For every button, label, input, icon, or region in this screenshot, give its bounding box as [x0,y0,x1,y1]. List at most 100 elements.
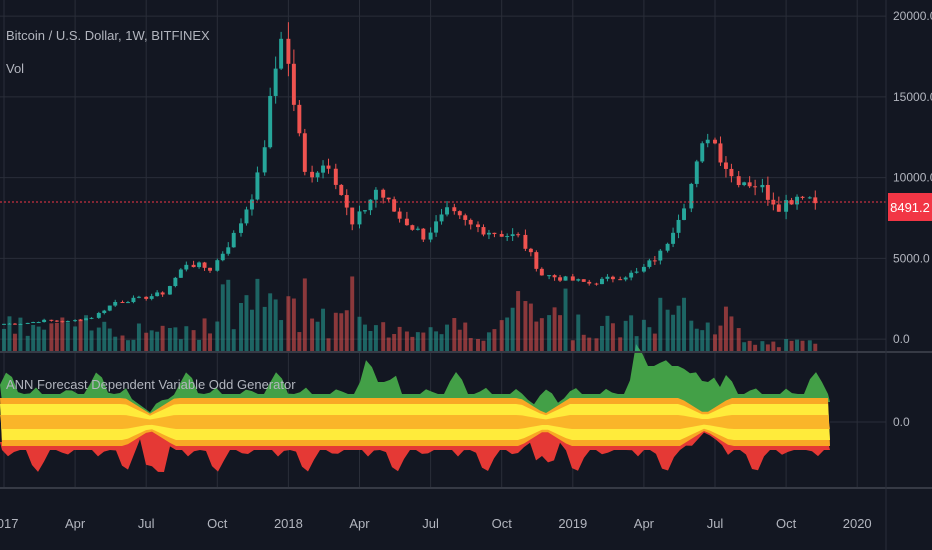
volume-bar [60,317,65,352]
candle-body [499,234,504,237]
volume-bar [647,327,652,352]
volume-bar [605,315,610,352]
candle-body [647,260,652,267]
volume-bar [689,320,694,352]
volume-bar [505,317,510,352]
symbol-title[interactable]: Bitcoin / U.S. Dollar, 1W, BITFINEX [6,28,210,43]
volume-bar [386,337,391,352]
candle-body [700,143,705,162]
volume-legend[interactable]: Vol [6,61,24,76]
volume-bar [297,332,302,352]
volume-bar [499,320,504,352]
volume-bar [468,338,473,352]
volume-bar [539,318,544,352]
volume-bar [570,340,575,352]
volume-bars [2,276,818,352]
volume-bar [160,325,165,352]
candle-body [795,196,800,205]
volume-bar [392,334,397,352]
candle-body [718,143,723,163]
volume-bar [249,309,254,352]
volume-bar [302,278,307,352]
candle-body [505,236,510,238]
volume-bar [315,321,320,352]
volume-bar [178,339,183,352]
candle-body [618,279,623,281]
candle-body [202,262,207,268]
volume-bar [784,339,789,352]
time-tick-label: Oct [776,516,797,531]
candle-body [273,68,278,96]
volume-bar [202,318,207,352]
volume-bar [12,333,17,352]
price-tick-label: 20000.0 [893,9,932,23]
candle-body [736,176,741,186]
volume-bar [363,324,367,352]
candle-body [558,277,563,281]
candle-body [445,207,449,215]
candle-body [671,232,676,244]
candle-body [486,232,491,235]
volume-bar [795,339,800,352]
time-tick-label: Oct [492,516,513,531]
volume-bar [516,291,521,352]
volume-bar [107,328,112,352]
volume-bar [120,335,125,352]
candle-body [173,277,178,287]
candle-body [658,250,663,261]
volume-bar [523,301,528,352]
volume-bar [144,332,149,352]
price-axis[interactable]: 20000.0 15000.0 10000.0 5000.0 0.0 [893,9,932,346]
candle-body [705,139,710,144]
volume-bar [273,299,278,352]
volume-bar [7,316,12,352]
osc-red-area [0,429,830,472]
volume-bar [167,328,172,352]
candle-body [149,296,154,299]
candle-body [421,228,426,240]
candle-body [344,195,349,208]
candle-body [641,266,646,272]
volume-bar [244,295,249,352]
time-axis[interactable]: 2017 Apr Jul Oct 2018 Apr Jul Oct 2019 Apr Jul Oct 2… [0,516,872,531]
candle-body [326,165,331,169]
candle-body [723,162,728,169]
volume-bar [682,297,686,352]
volume-bar [558,315,563,352]
candle-body [581,279,586,282]
price-tick-label: 0.0 [893,332,910,346]
candle-body [665,243,670,251]
candle-body [742,182,747,186]
volume-bar [197,339,202,352]
volume-bar [415,332,420,352]
osc-green-area [0,344,830,415]
volume-bar [492,329,497,352]
candlestick-series [2,22,818,325]
volume-bar [279,320,284,352]
candle-body [120,301,125,303]
time-tick-label: Jul [422,516,439,531]
candle-body [610,276,615,280]
volume-bar [753,344,758,352]
candle-body [255,172,260,200]
volume-bar [155,331,160,352]
candle-body [623,277,628,280]
volume-bar [78,318,83,352]
candle-body [126,302,130,304]
volume-bar [42,329,47,352]
time-tick-label: Apr [65,516,86,531]
volume-bar [587,337,592,352]
volume-bar [534,321,539,352]
candle-body [428,232,433,240]
candle-body [357,211,362,225]
volume-bar [629,315,634,352]
volume-bar [286,296,291,352]
volume-bar [381,322,386,352]
volume-bar [36,326,41,352]
volume-bar [760,341,765,352]
indicator-legend[interactable]: ANN Forecast Dependent Variable Odd Gene… [6,377,296,392]
candle-body [191,264,196,268]
volume-bar [771,341,776,352]
candle-body [220,253,225,261]
